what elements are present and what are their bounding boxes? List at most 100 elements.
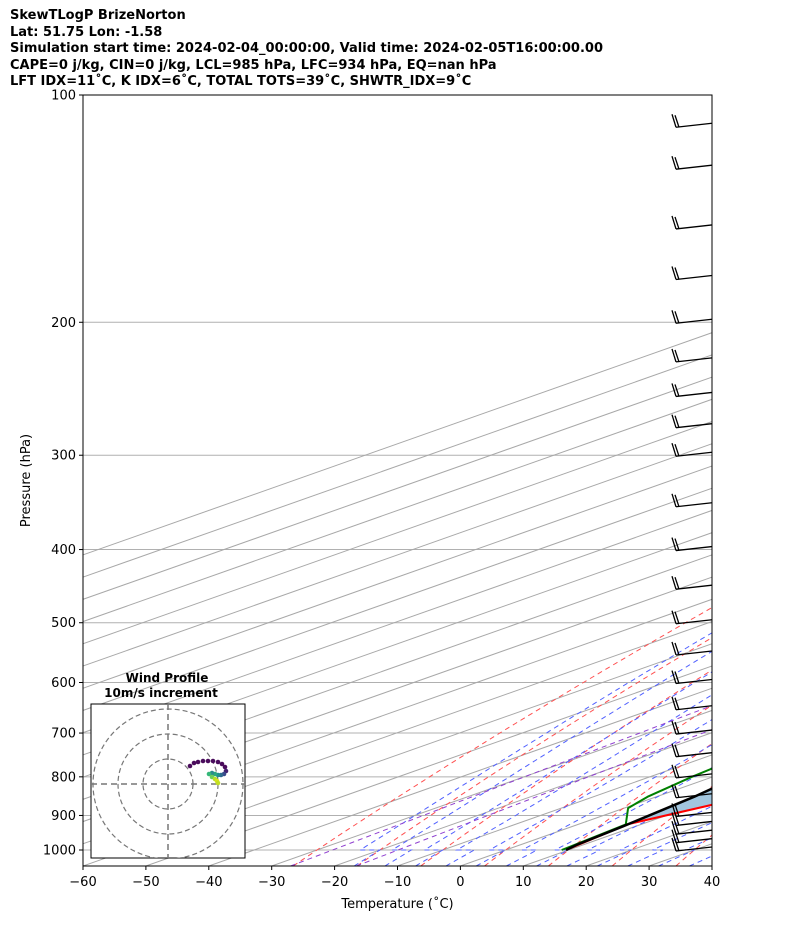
wind-barb	[671, 443, 713, 457]
wind-barb-flag	[671, 215, 677, 230]
wind-barb	[671, 414, 713, 429]
isotherm-line	[83, 621, 712, 845]
wind-barb-flag	[671, 812, 677, 826]
wind-barb	[671, 764, 713, 779]
wind-barb-flag	[674, 785, 680, 798]
wind-barb-flag	[674, 611, 680, 624]
dewpoint-line	[561, 767, 712, 851]
wind-barb-shaft	[675, 451, 713, 457]
wind-barb-shaft	[675, 619, 713, 625]
moist-adiabat	[536, 767, 712, 866]
wind-barb-shaft	[675, 752, 713, 758]
moist-adiabat	[627, 822, 712, 866]
hodograph-point	[187, 763, 193, 769]
dry-adiabat	[420, 669, 712, 866]
wind-barb-flag	[671, 720, 677, 735]
moist-adiabat	[445, 694, 712, 866]
isotherm-line	[83, 332, 712, 556]
wind-barb	[671, 493, 713, 508]
y-tick-label: 700	[51, 727, 76, 742]
isotherm-line	[586, 821, 712, 866]
moist-adiabat	[353, 632, 712, 866]
moist-adiabat	[689, 855, 712, 866]
inset-title: Wind Profile	[126, 671, 209, 685]
x-tick-label: −60	[69, 875, 96, 890]
dry-adiabat	[356, 637, 712, 866]
wind-barb-flag	[671, 575, 677, 590]
inset-subtitle: 10m/s increment	[104, 686, 218, 700]
title-indices-2: LFT IDX=11˚C, K IDX=6˚C, TOTAL TOTS=39˚C…	[10, 74, 472, 89]
y-tick-label: 400	[51, 543, 76, 558]
x-tick-label: −50	[132, 875, 159, 890]
isotherm-line	[397, 754, 712, 866]
wind-barb-shaft	[675, 793, 713, 799]
title-station: SkewTLogP BrizeNorton	[10, 8, 186, 23]
wind-barb-flag	[671, 784, 677, 798]
x-tick-label: 10	[515, 875, 532, 890]
wind-barb-flag	[671, 837, 677, 852]
wind-barb-flag	[674, 765, 680, 779]
y-tick-label: 200	[51, 316, 76, 331]
dry-adiabat	[484, 704, 712, 866]
isotherm-line	[83, 576, 712, 800]
wind-barb-shaft	[675, 122, 713, 128]
wind-barb-shaft	[675, 838, 713, 844]
hodograph-point	[206, 771, 212, 777]
dry-adiabat	[740, 95, 794, 866]
wind-barb-flag	[674, 311, 680, 324]
wind-barb-shaft	[675, 584, 713, 590]
wind-barb-flag	[674, 494, 680, 507]
moist-adiabat	[597, 805, 712, 866]
wind-barb-flag	[674, 804, 680, 817]
wind-barb-flag	[671, 310, 677, 324]
wind-barb-shaft	[675, 820, 713, 827]
wind-barb	[671, 348, 713, 363]
isotherm-line	[208, 687, 712, 866]
wind-barb-flag	[671, 493, 677, 507]
moist-adiabat	[658, 837, 712, 866]
wind-barb	[671, 610, 713, 625]
wind-barb-flag	[671, 743, 677, 757]
isotherm-line	[334, 732, 712, 866]
wind-barb-flag	[674, 697, 680, 710]
wind-barb-flag	[671, 641, 677, 656]
wind-barb-shaft	[675, 650, 713, 656]
wind-barb	[671, 670, 713, 685]
x-tick-label: −20	[321, 875, 348, 890]
wind-barb-flag	[671, 443, 677, 457]
wind-barb	[671, 155, 713, 170]
wind-barb-shaft	[675, 274, 713, 281]
wind-barb-flag	[674, 216, 680, 230]
moist-adiabat	[506, 744, 712, 866]
wind-barb-shaft	[675, 423, 713, 429]
hodograph-point	[195, 759, 201, 765]
y-tick-label: 900	[51, 809, 76, 824]
moist-adiabat	[475, 719, 712, 866]
y-tick-label: 300	[51, 449, 76, 464]
wind-barb-flag	[674, 444, 680, 457]
x-tick-label: 20	[578, 875, 595, 890]
x-axis-label: Temperature (˚C)	[340, 896, 453, 912]
wind-barb-flag	[671, 764, 677, 779]
dry-adiabat	[292, 606, 712, 866]
wind-barb	[671, 696, 713, 711]
wind-barb-flag	[674, 576, 680, 590]
wind-barb	[671, 743, 713, 758]
mixing-ratio-line	[356, 728, 712, 866]
title-times: Simulation start time: 2024-02-04_00:00:…	[10, 41, 603, 56]
moist-adiabat	[415, 671, 712, 866]
isotherm-line	[460, 776, 712, 866]
isotherm-line	[271, 709, 712, 866]
wind-barb	[671, 575, 713, 590]
wind-barb-shaft	[675, 164, 713, 170]
moist-adiabat	[566, 787, 712, 866]
y-axis-label: Pressure (hPa)	[19, 434, 34, 527]
wind-barb-shaft	[675, 502, 713, 508]
wind-barb-shaft	[675, 705, 713, 711]
wind-barb-shaft	[675, 391, 713, 398]
hodograph-point	[215, 759, 221, 765]
wind-barb	[671, 641, 713, 656]
wind-barb-flag	[671, 829, 677, 843]
wind-barb-flag	[671, 820, 677, 835]
